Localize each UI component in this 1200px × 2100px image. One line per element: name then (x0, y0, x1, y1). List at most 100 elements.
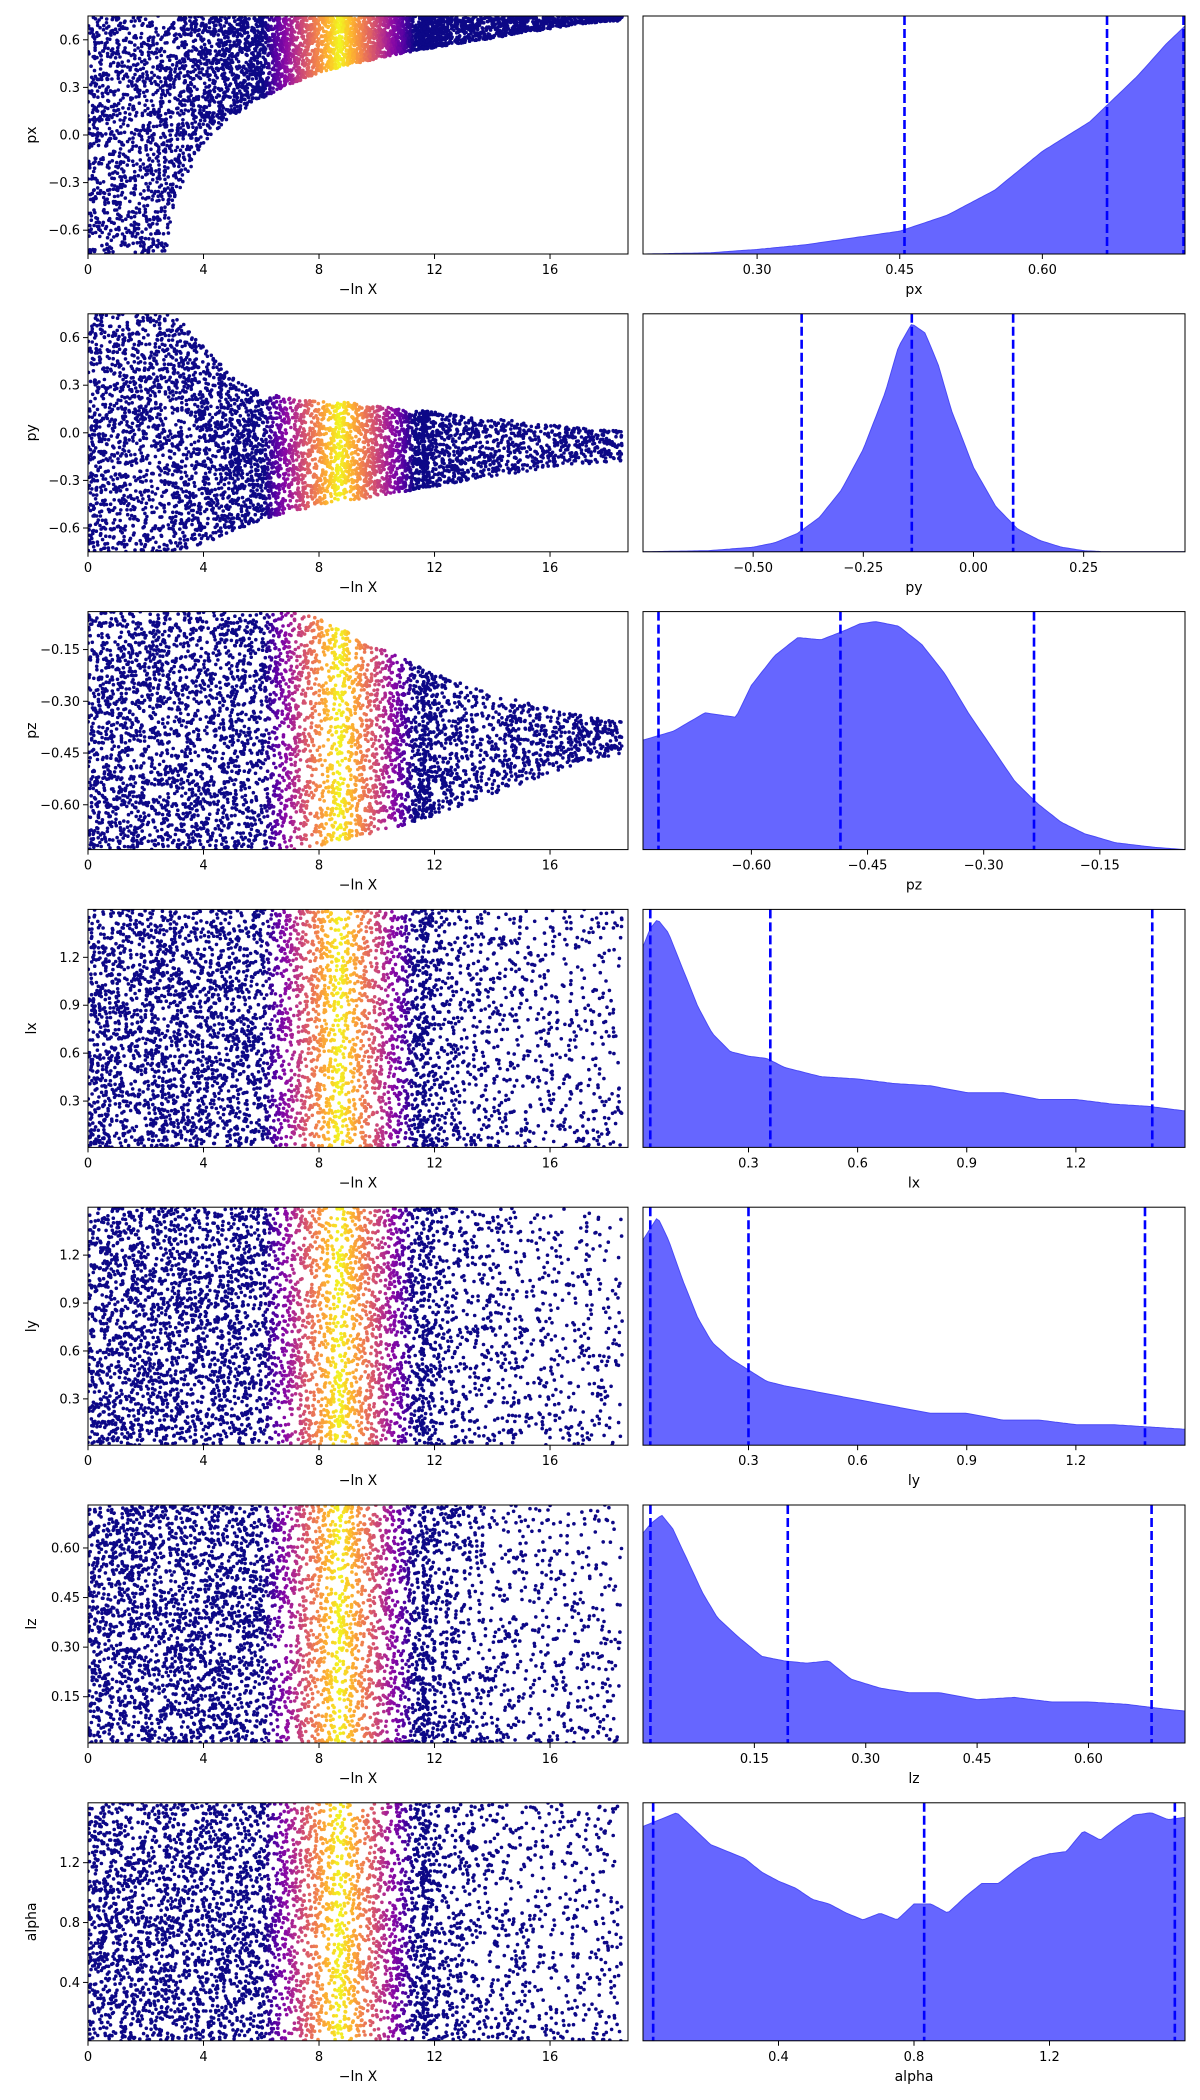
sample-point (159, 96, 164, 100)
sample-point (182, 45, 187, 50)
sample-point (219, 122, 224, 127)
sample-point (366, 33, 371, 38)
sample-point (342, 55, 347, 59)
sample-point (207, 100, 212, 104)
sample-point (177, 170, 181, 175)
sample-point (290, 77, 295, 82)
sample-point (194, 48, 199, 52)
sample-point (166, 108, 171, 113)
sample-point (589, 17, 594, 21)
sample-point (288, 38, 293, 42)
sample-point (121, 106, 125, 110)
sample-point (89, 144, 94, 148)
sample-point (231, 110, 236, 114)
scatter-panel-px: 0 4 8 12 16−ln X−0.6−0.30.00.30.6px (24, 15, 629, 298)
sample-point (150, 23, 154, 28)
sample-point (178, 133, 182, 137)
sample-point (316, 31, 321, 35)
sample-point (136, 173, 141, 178)
sample-point (203, 118, 207, 123)
sample-point (99, 62, 103, 66)
sample-point (197, 104, 201, 108)
sample-point (471, 34, 475, 39)
sample-point (274, 56, 279, 61)
sample-point (116, 46, 120, 50)
sample-point (276, 21, 280, 26)
sample-point (149, 50, 154, 55)
sample-point (102, 191, 107, 196)
sample-point (467, 33, 471, 38)
sample-point (201, 122, 205, 126)
sample-point (207, 40, 212, 45)
sample-point (139, 239, 144, 244)
sample-point (197, 28, 201, 32)
sample-point (288, 23, 293, 27)
sample-point (551, 19, 556, 23)
sample-point (323, 22, 328, 27)
sample-point (176, 17, 181, 22)
sample-point (95, 180, 100, 185)
sample-point (319, 39, 324, 44)
sample-point (220, 73, 224, 78)
sample-point (120, 190, 125, 195)
sample-point (95, 23, 100, 28)
sample-point (267, 63, 271, 68)
sample-point (109, 238, 114, 243)
sample-point (140, 137, 144, 142)
sample-point (246, 25, 250, 29)
sample-point (146, 139, 150, 144)
sample-point (111, 60, 116, 65)
sample-point (117, 131, 121, 136)
sample-point (141, 21, 145, 26)
sample-point (270, 54, 275, 58)
sample-point (112, 120, 117, 124)
sample-point (374, 29, 379, 33)
sample-point (133, 56, 137, 61)
sample-point (97, 77, 101, 82)
sample-point (144, 181, 148, 186)
sample-point (149, 81, 154, 86)
sample-point (278, 73, 283, 77)
sample-point (139, 31, 144, 36)
sample-point (159, 46, 164, 51)
sample-point (151, 136, 155, 141)
sample-point (282, 36, 287, 41)
sample-point (197, 123, 201, 127)
sample-point (105, 140, 109, 145)
sample-point (270, 60, 275, 65)
sample-point (124, 226, 128, 231)
sample-point (147, 135, 151, 140)
sample-point (164, 181, 169, 186)
sample-point (166, 191, 171, 196)
sample-point (170, 128, 174, 133)
sample-point (307, 61, 311, 66)
sample-point (128, 199, 132, 204)
sample-point (295, 75, 300, 79)
sample-point (338, 42, 342, 46)
sample-point (143, 109, 147, 113)
sample-point (193, 120, 198, 124)
sample-point (269, 45, 274, 49)
sample-point (100, 223, 105, 227)
sample-point (138, 192, 143, 196)
sample-point (141, 40, 146, 45)
sample-point (199, 16, 204, 19)
sample-point (372, 36, 377, 41)
sample-point (479, 16, 483, 19)
sample-point (182, 32, 186, 36)
sample-point (96, 95, 100, 99)
sample-point (128, 176, 133, 180)
sample-point (168, 92, 172, 97)
sample-point (604, 19, 609, 23)
sample-point (157, 147, 161, 152)
sample-point (440, 44, 444, 48)
sample-point (191, 39, 196, 44)
sample-point (148, 163, 152, 167)
sample-point (107, 218, 111, 223)
sample-point (102, 23, 106, 28)
sample-point (102, 207, 106, 212)
sample-point (92, 249, 97, 254)
sample-point (467, 23, 472, 28)
sample-point (305, 18, 309, 23)
sample-point (298, 78, 303, 82)
